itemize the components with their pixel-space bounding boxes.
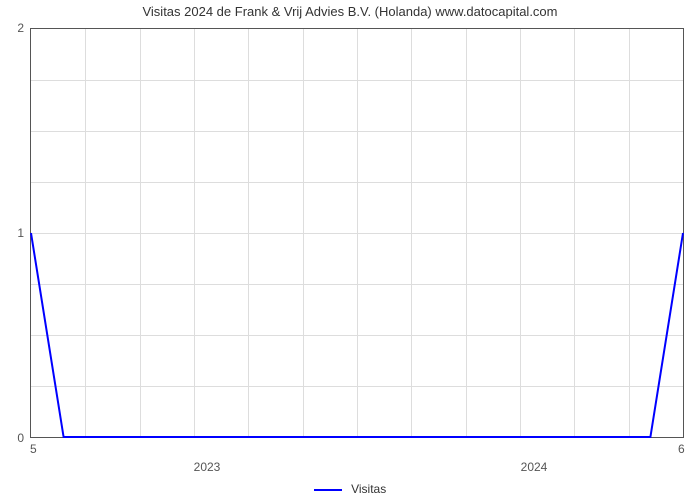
x-corner-left: 5 <box>30 442 37 456</box>
chart-container: Visitas 2024 de Frank & Vrij Advies B.V.… <box>0 0 700 500</box>
legend-label: Visitas <box>351 482 386 496</box>
plot-area <box>30 28 684 438</box>
legend-swatch <box>314 489 342 491</box>
series-line <box>31 29 683 437</box>
x-tick-2024: 2024 <box>521 460 548 474</box>
legend: Visitas <box>0 482 700 496</box>
y-tick-2: 2 <box>4 21 24 35</box>
x-corner-right: 6 <box>678 442 685 456</box>
y-tick-0: 0 <box>4 431 24 445</box>
y-tick-1: 1 <box>4 226 24 240</box>
chart-title: Visitas 2024 de Frank & Vrij Advies B.V.… <box>0 4 700 19</box>
x-tick-2023: 2023 <box>194 460 221 474</box>
